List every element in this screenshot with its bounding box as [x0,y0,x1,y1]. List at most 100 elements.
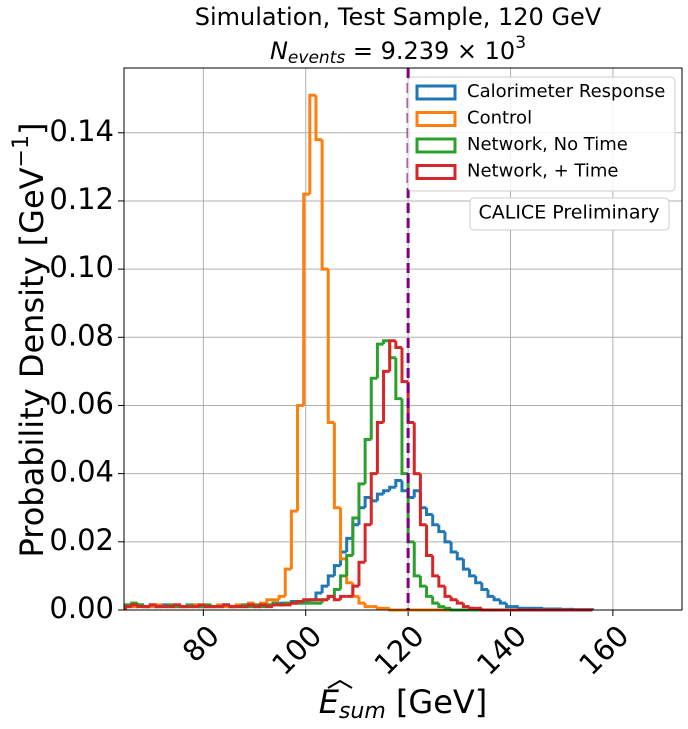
subtitle-superscript: 3 [515,33,526,53]
x-label-hat [327,679,353,689]
histogram-step [394,340,402,350]
histogram-step [394,357,402,401]
histogram-step [326,269,335,425]
histogram-step [425,507,433,517]
histogram-step [400,347,409,384]
histogram-step [455,599,464,605]
y-label-end: ] [13,123,51,135]
x-tick-label: 140 [470,619,533,682]
histogram-step [332,588,341,597]
histogram-step [388,339,396,372]
histogram-step [326,594,335,600]
chart-title: Simulation, Test Sample, 120 GeV [195,3,602,31]
histogram-step [320,584,329,593]
histogram-step [228,604,237,609]
histogram-step [332,564,341,576]
x-tick-label: 80 [176,619,226,669]
x-tick-label: 160 [572,619,635,682]
histogram-step [437,575,445,588]
histogram-step [492,596,501,602]
histogram-step [357,482,366,518]
histogram-step [468,569,476,578]
histogram-step [400,398,409,476]
histogram-step [136,603,144,607]
histogram-step [351,516,359,556]
histogram-step [283,567,292,597]
histogram-step [136,604,144,609]
histogram-step [289,601,298,605]
histogram-step [314,591,323,600]
y-tick-label: 0.02 [49,523,114,557]
histogram-step [486,589,495,598]
histogram-step [124,605,132,610]
histogram-step [302,598,310,602]
x-tick-label: 100 [265,619,328,682]
histogram-step [320,139,329,271]
subtitle-subscript: events [288,48,345,68]
histogram-step [400,480,409,493]
histogram-step [265,598,273,604]
y-tick-label: 0.14 [49,114,114,148]
histogram-step [388,485,396,491]
histogram-step [302,192,310,406]
histogram-step [418,575,427,588]
legend-label: Network, No Time [467,134,628,155]
histogram-step [425,524,433,557]
histogram-step [179,604,187,609]
legend-swatch [415,111,457,127]
histogram-step [461,603,470,609]
histogram-step [425,586,433,598]
x-tick-label: 120 [368,619,431,682]
y-tick-label: 0.04 [49,455,114,489]
histogram-step [271,603,280,607]
histogram-step [437,603,445,609]
histogram-step [222,603,230,607]
legend-swatch [415,84,457,101]
histogram-step [357,560,366,587]
histogram-step [296,403,304,512]
histogram-step [363,496,372,508]
histogram-step [375,421,384,474]
legend-label: Network, + Time [467,161,618,182]
histogram-step [468,606,476,610]
histogram-step [418,473,427,527]
histogram-step [412,422,421,476]
x-axis-label: Esum [GeV] [319,683,488,724]
legend-swatch [415,164,457,180]
histogram-step [382,489,390,495]
histogram-step [375,606,384,610]
x-label-text: [GeV] [386,683,488,721]
histogram-step [253,604,261,609]
histogram-step [431,596,439,605]
histogram-step [130,603,138,607]
histogram-step [431,514,439,527]
subtitle-text: = 9.239 × 10 [345,37,515,65]
histogram-step [394,478,402,488]
histogram-step [148,603,157,607]
histogram-step [339,574,347,590]
histogram-step [332,422,341,510]
histogram-step [443,606,452,610]
y-tick-label: 0.12 [49,182,114,216]
histogram-step [351,584,359,597]
histogram-step [375,492,384,501]
histogram-step [369,376,378,440]
histogram-step [345,536,353,553]
histogram-step [296,599,304,604]
annotation-box [469,197,670,231]
histogram-step [314,95,323,142]
histogram-step [154,604,163,609]
x-label-subscript: sum [339,699,386,724]
histogram-step [480,582,488,592]
y-tick-label: 0.08 [49,318,114,352]
histogram-step [443,531,452,544]
y-axis-label: Probability Density [GeV−1] [9,123,51,558]
legend-label: Control [467,108,532,129]
histogram-step [455,552,464,561]
annotation: CALICE Preliminary [478,202,659,224]
histogram-step [308,93,316,195]
histogram-step [412,541,421,578]
histogram-step [357,596,366,605]
histogram-step [259,603,267,607]
